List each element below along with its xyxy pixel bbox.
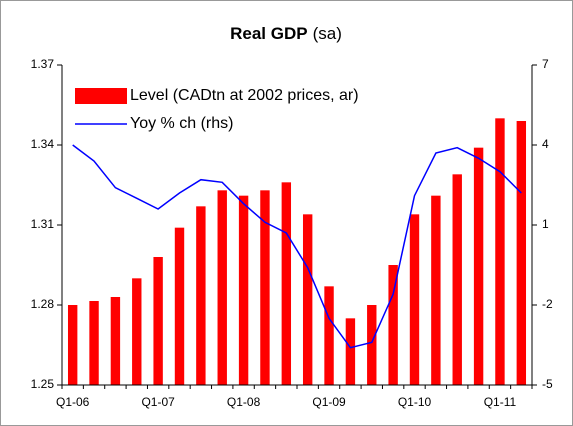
bar <box>281 182 292 385</box>
y2-tick-label: 4 <box>542 137 549 151</box>
bar <box>67 305 78 385</box>
x-tick-label: Q1-07 <box>141 395 175 409</box>
bar <box>367 305 377 385</box>
chart-title-group: Real GDP (sa) <box>230 24 342 43</box>
legend-label: Yoy % ch (rhs) <box>130 115 233 132</box>
legend: Level (CADtn at 2002 prices, ar) Yoy % ch… <box>75 87 359 132</box>
bar <box>132 278 142 385</box>
x-tick-label: Q1-06 <box>56 395 90 409</box>
bar <box>217 190 227 385</box>
y-tick-label: 1.37 <box>31 57 55 71</box>
x-tick-label: Q1-08 <box>227 395 261 409</box>
legend-swatch <box>75 88 127 104</box>
bar <box>174 227 185 385</box>
y-tick-label: 1.25 <box>31 377 55 391</box>
line <box>72 144 522 349</box>
y2-tick-label: -5 <box>542 377 553 391</box>
bar <box>260 190 270 385</box>
x-tick-label: Q1-11 <box>484 395 517 409</box>
y-tick-label: 1.31 <box>31 217 55 231</box>
bar <box>153 257 163 385</box>
bar <box>473 147 484 385</box>
bar <box>238 195 249 385</box>
y-tick-label: 1.28 <box>31 297 55 311</box>
y-tick-label: 1.34 <box>31 137 55 151</box>
bar <box>302 214 313 385</box>
bar <box>409 214 420 385</box>
bar <box>196 206 206 385</box>
bar <box>89 301 99 385</box>
bar <box>324 286 334 385</box>
bar <box>495 118 505 385</box>
bar <box>388 265 398 385</box>
legend-label: Level (CADtn at 2002 prices, ar) <box>130 87 359 104</box>
x-tick-label: Q1-09 <box>312 395 346 409</box>
y2-tick-label: 7 <box>542 57 549 71</box>
bar <box>516 121 527 385</box>
chart-title: Real GDP <box>230 24 307 43</box>
chart-subtitle: (sa) <box>313 24 342 43</box>
y2-tick-label: 1 <box>542 217 549 231</box>
bar <box>110 297 121 385</box>
bar <box>452 174 462 385</box>
y2-tick-label: -2 <box>542 297 553 311</box>
x-tick-label: Q1-10 <box>398 395 432 409</box>
bar <box>431 195 441 385</box>
bar <box>345 318 356 385</box>
